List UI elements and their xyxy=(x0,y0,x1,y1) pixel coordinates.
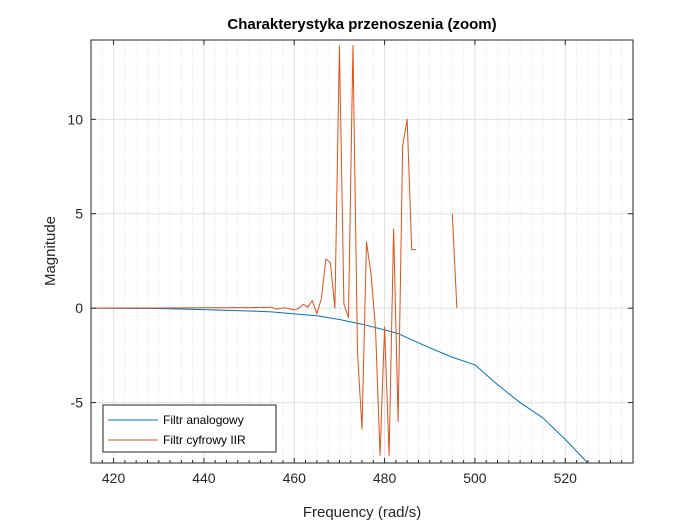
x-axis-label: Frequency (rad/s) xyxy=(303,504,421,521)
x-tick-label-2: 460 xyxy=(283,470,307,486)
y-axis-label: Magnitude xyxy=(42,216,59,286)
legend-box xyxy=(102,404,277,453)
legend-label-filtr-cyfrowy-iir: Filtr cyfrowy IIR xyxy=(163,433,246,447)
legend-label-filtr-analogowy: Filtr analogowy xyxy=(163,413,244,427)
x-tick-label-5: 520 xyxy=(554,470,578,486)
y-tick-label-2: 5 xyxy=(75,206,83,222)
y-tick-label-3: 10 xyxy=(67,111,83,127)
x-tick-label-0: 420 xyxy=(102,470,126,486)
y-tick-label-0: -5 xyxy=(71,395,84,411)
axes-background xyxy=(91,40,633,463)
chart-title: Charakterystyka przenoszenia (zoom) xyxy=(227,16,496,33)
ticks: 420 440 460 480 500 520 -5 0 5 10 xyxy=(67,40,634,486)
plot-area: 420 440 460 480 500 520 -5 0 5 10 xyxy=(67,39,634,486)
series-line-filtr-cyfrowy-iir-0 xyxy=(91,45,417,456)
x-tick-label-3: 480 xyxy=(373,470,397,486)
x-tick-label-1: 440 xyxy=(192,470,216,486)
legend: Filtr analogowy Filtr cyfrowy IIR xyxy=(102,404,277,453)
y-tick-label-1: 0 xyxy=(75,300,83,316)
series-layer xyxy=(91,45,589,463)
x-tick-label-4: 500 xyxy=(463,470,487,486)
series-line-filtr-cyfrowy-iir-1 xyxy=(451,213,458,309)
